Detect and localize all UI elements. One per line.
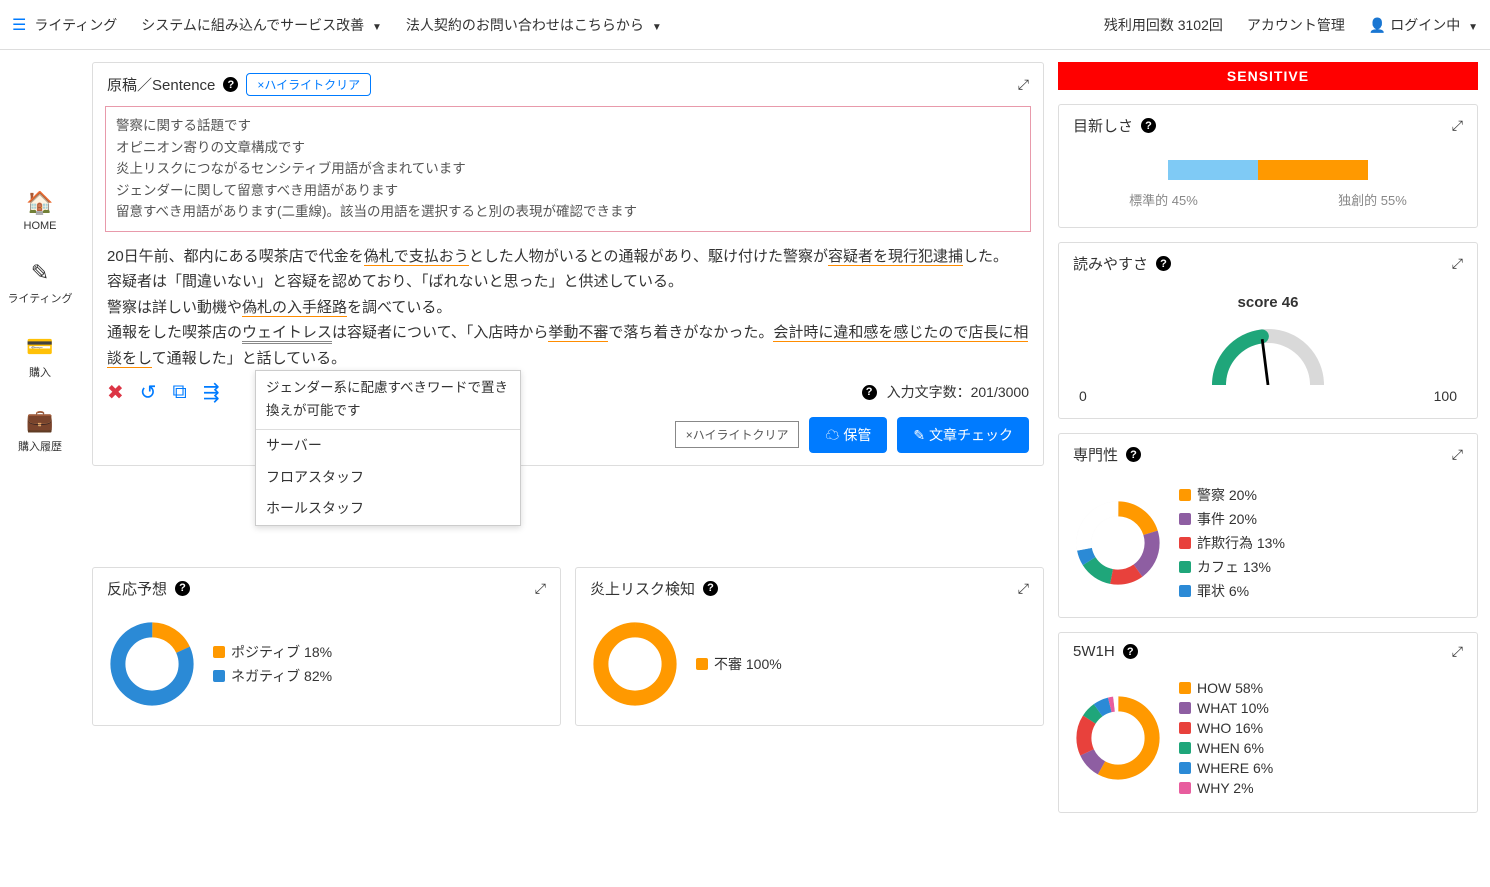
readability-gauge <box>1198 315 1338 385</box>
help-icon[interactable]: ? <box>1141 118 1156 133</box>
flame-legend: 不審 100% <box>696 654 782 674</box>
suggestion-item[interactable]: ホールスタッフ <box>256 493 520 525</box>
tooltip-header: ジェンダー系に配慮すべきワードで置き換えが可能です <box>256 371 520 430</box>
flame-card: 炎上リスク検知 ? ⤢ 不審 100% <box>575 567 1044 726</box>
brand-title: ライティング <box>34 15 117 35</box>
sensitive-banner: SENSITIVE <box>1058 62 1478 90</box>
expertise-legend: 警察 20% 事件 20% 詐欺行為 13% カフェ 13% 罪状 6% <box>1179 485 1285 601</box>
expand-icon[interactable]: ⤢ <box>1018 580 1029 597</box>
chevron-down-icon: ▼ <box>652 22 662 33</box>
check-button[interactable]: ✎ 文章チェック <box>897 417 1029 453</box>
editor-card: 原稿／Sentence ? ×ハイライトクリア ⤢ 警察に関する話題ですオピニオ… <box>92 62 1044 466</box>
fwoh-donut <box>1073 693 1163 783</box>
help-icon[interactable]: ? <box>1156 256 1171 271</box>
legend-item: 事件 20% <box>1179 509 1285 529</box>
legend-item: HOW 58% <box>1179 680 1273 696</box>
novelty-bar <box>1168 160 1368 180</box>
suggestion-tooltip: ジェンダー系に配慮すべきワードで置き換えが可能です サーバーフロアスタッフホール… <box>255 370 521 526</box>
expertise-donut <box>1073 498 1163 588</box>
home-icon: 🏠 <box>26 190 53 216</box>
expand-icon[interactable]: ⤢ <box>1018 76 1029 93</box>
expand-icon[interactable]: ⤢ <box>535 580 546 597</box>
suggestion-item[interactable]: フロアスタッフ <box>256 462 520 494</box>
nav-contact[interactable]: 法人契約のお問い合わせはこちらから ▼ <box>406 15 662 35</box>
expand-icon[interactable]: ⤢ <box>1452 643 1463 660</box>
chevron-down-icon: ▼ <box>372 22 382 33</box>
legend-item: 罪状 6% <box>1179 581 1285 601</box>
char-count: 入力文字数：201/3000 <box>887 382 1029 402</box>
save-button[interactable]: ☁ 保管 <box>809 417 887 453</box>
undo-icon[interactable]: ↺ <box>140 380 157 405</box>
close-icon[interactable]: ✖ <box>107 380 124 405</box>
fwoh-card: 5W1H ? ⤢ HOW 58% WHAT 10% WHO 16% WHEN 6% WH… <box>1058 632 1478 813</box>
legend-item: 警察 20% <box>1179 485 1285 505</box>
card-icon: 💳 <box>26 334 53 360</box>
readability-score: score 46 <box>1073 294 1463 311</box>
legend-item: WHERE 6% <box>1179 760 1273 776</box>
legend-item: ネガティブ 82% <box>213 666 332 686</box>
fwoh-title: 5W1H <box>1073 643 1115 660</box>
help-icon[interactable]: ? <box>175 581 190 596</box>
reaction-card: 反応予想 ? ⤢ ポジティブ 18% ネガティブ 82% <box>92 567 561 726</box>
legend-item: WHO 16% <box>1179 720 1273 736</box>
editor-text[interactable]: 20日午前、都内にある喫茶店で代金を偽札で支払おうとした人物がいるとの通報があり… <box>105 240 1031 380</box>
suggestion-item[interactable]: サーバー <box>256 430 520 462</box>
readability-title: 読みやすさ <box>1073 253 1148 274</box>
help-icon[interactable]: ? <box>1123 644 1138 659</box>
help-icon[interactable]: ? <box>223 77 238 92</box>
highlight-clear-button-2[interactable]: ×ハイライトクリア <box>675 421 800 448</box>
briefcase-icon: 💼 <box>26 408 53 434</box>
topbar: ☰ ライティング システムに組み込んでサービス改善 ▼ 法人契約のお問い合わせは… <box>0 0 1490 50</box>
help-icon[interactable]: ? <box>703 581 718 596</box>
copy-icon[interactable]: ⧉ <box>173 381 187 404</box>
editor-tool-icons: ✖ ↺ ⧉ ⇶ <box>107 380 220 405</box>
novelty-title: 目新しさ <box>1073 115 1133 136</box>
expand-icon[interactable]: ⤢ <box>1452 255 1463 272</box>
user-icon: 👤 <box>1369 17 1386 33</box>
share-icon[interactable]: ⇶ <box>203 380 220 405</box>
legend-item: 詐欺行為 13% <box>1179 533 1285 553</box>
account-link[interactable]: アカウント管理 <box>1247 15 1345 35</box>
flame-donut <box>590 619 680 709</box>
expand-icon[interactable]: ⤢ <box>1452 446 1463 463</box>
legend-item: WHY 2% <box>1179 780 1273 796</box>
editor-title: 原稿／Sentence <box>107 74 215 95</box>
sidebar: 🏠 HOME ✎ ライティング 💳 購入 💼 購入履歴 <box>0 50 80 825</box>
legend-item: 不審 100% <box>696 654 782 674</box>
chevron-down-icon: ▼ <box>1468 22 1478 33</box>
novelty-original-label: 独創的 55% <box>1338 190 1407 209</box>
sidebar-item-history[interactable]: 💼 購入履歴 <box>18 408 62 454</box>
fwoh-legend: HOW 58% WHAT 10% WHO 16% WHEN 6% WHERE 6% WHY… <box>1179 680 1273 796</box>
reaction-title: 反応予想 <box>107 578 167 599</box>
sidebar-item-writing[interactable]: ✎ ライティング <box>7 260 72 306</box>
reaction-donut <box>107 619 197 709</box>
reaction-legend: ポジティブ 18% ネガティブ 82% <box>213 642 332 686</box>
legend-item: カフェ 13% <box>1179 557 1285 577</box>
sidebar-item-home[interactable]: 🏠 HOME <box>24 190 57 232</box>
flame-title: 炎上リスク検知 <box>590 578 695 599</box>
hamburger-icon[interactable]: ☰ <box>12 15 26 35</box>
analysis-notes: 警察に関する話題ですオピニオン寄りの文章構成です炎上リスクにつながるセンシティブ… <box>105 106 1031 232</box>
nav-service[interactable]: システムに組み込んでサービス改善 ▼ <box>141 15 382 35</box>
novelty-standard-label: 標準的 45% <box>1129 190 1198 209</box>
login-menu[interactable]: 👤 ログイン中 ▼ <box>1369 15 1478 35</box>
legend-item: WHAT 10% <box>1179 700 1273 716</box>
sidebar-item-purchase[interactable]: 💳 購入 <box>26 334 53 380</box>
gauge-min: 0 <box>1079 388 1087 404</box>
highlight-clear-button[interactable]: ×ハイライトクリア <box>246 73 371 96</box>
pencil-icon: ✎ <box>31 260 49 286</box>
help-icon[interactable]: ? <box>1126 447 1141 462</box>
help-icon[interactable]: ? <box>862 385 877 400</box>
gauge-max: 100 <box>1434 388 1457 404</box>
expand-icon[interactable]: ⤢ <box>1452 117 1463 134</box>
remaining-count: 残利用回数 3102回 <box>1104 15 1223 35</box>
legend-item: WHEN 6% <box>1179 740 1273 756</box>
legend-item: ポジティブ 18% <box>213 642 332 662</box>
expertise-card: 専門性 ? ⤢ 警察 20% 事件 20% 詐欺行為 13% カフェ 13% 罪状 6% <box>1058 433 1478 618</box>
expertise-title: 専門性 <box>1073 444 1118 465</box>
novelty-card: 目新しさ ? ⤢ 標準的 45% 独創的 55% <box>1058 104 1478 228</box>
readability-card: 読みやすさ ? ⤢ score 46 0 100 <box>1058 242 1478 419</box>
